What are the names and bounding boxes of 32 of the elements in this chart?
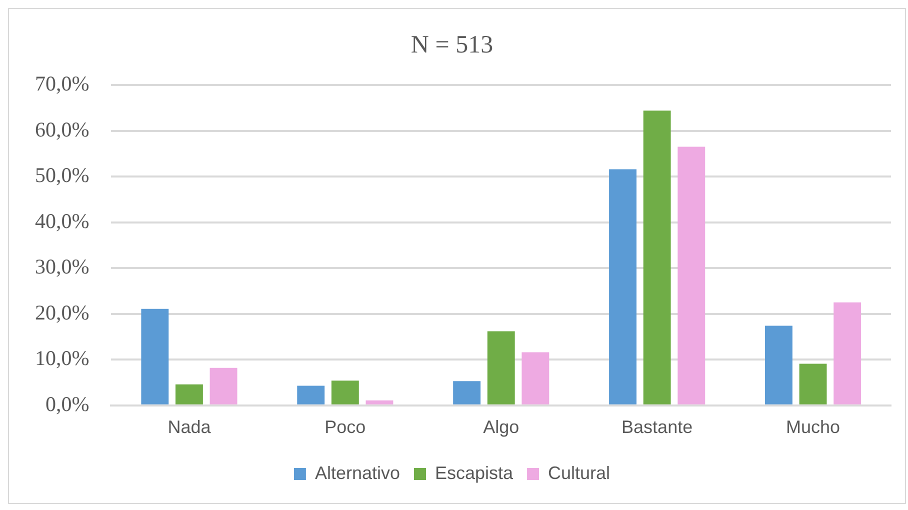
bar xyxy=(799,364,827,404)
legend-label: Alternativo xyxy=(314,462,400,483)
bar xyxy=(643,110,671,404)
chart-title: N = 513 xyxy=(410,32,494,59)
legend-label: Cultural xyxy=(548,462,610,483)
bar xyxy=(522,352,550,404)
bar xyxy=(764,326,792,404)
x-tick-label: Bastante xyxy=(622,417,693,438)
y-tick-label: 40,0% xyxy=(34,208,90,233)
y-tick-label: 70,0% xyxy=(34,72,90,96)
x-tick-label: Poco xyxy=(324,417,366,438)
bar xyxy=(487,331,515,404)
bar xyxy=(175,384,203,404)
y-tick-label: 60,0% xyxy=(34,117,90,142)
bar xyxy=(331,380,359,404)
bar xyxy=(141,308,169,404)
bar xyxy=(366,400,394,404)
bar xyxy=(297,386,325,404)
bar xyxy=(453,381,481,404)
y-tick-label: 10,0% xyxy=(34,346,90,370)
bar xyxy=(609,169,636,404)
legend-label: Escapista xyxy=(434,462,514,483)
y-tick-label: 20,0% xyxy=(34,300,90,324)
y-tick-label: 50,0% xyxy=(34,163,90,188)
x-tick-label: Mucho xyxy=(786,417,840,438)
x-tick-label: Nada xyxy=(168,417,212,438)
x-tick-label: Algo xyxy=(483,417,520,438)
y-tick-label: 30,0% xyxy=(34,254,90,279)
bar xyxy=(210,368,238,404)
bar xyxy=(834,302,862,404)
bar xyxy=(678,146,706,404)
y-tick-label: 0,0% xyxy=(45,392,90,416)
